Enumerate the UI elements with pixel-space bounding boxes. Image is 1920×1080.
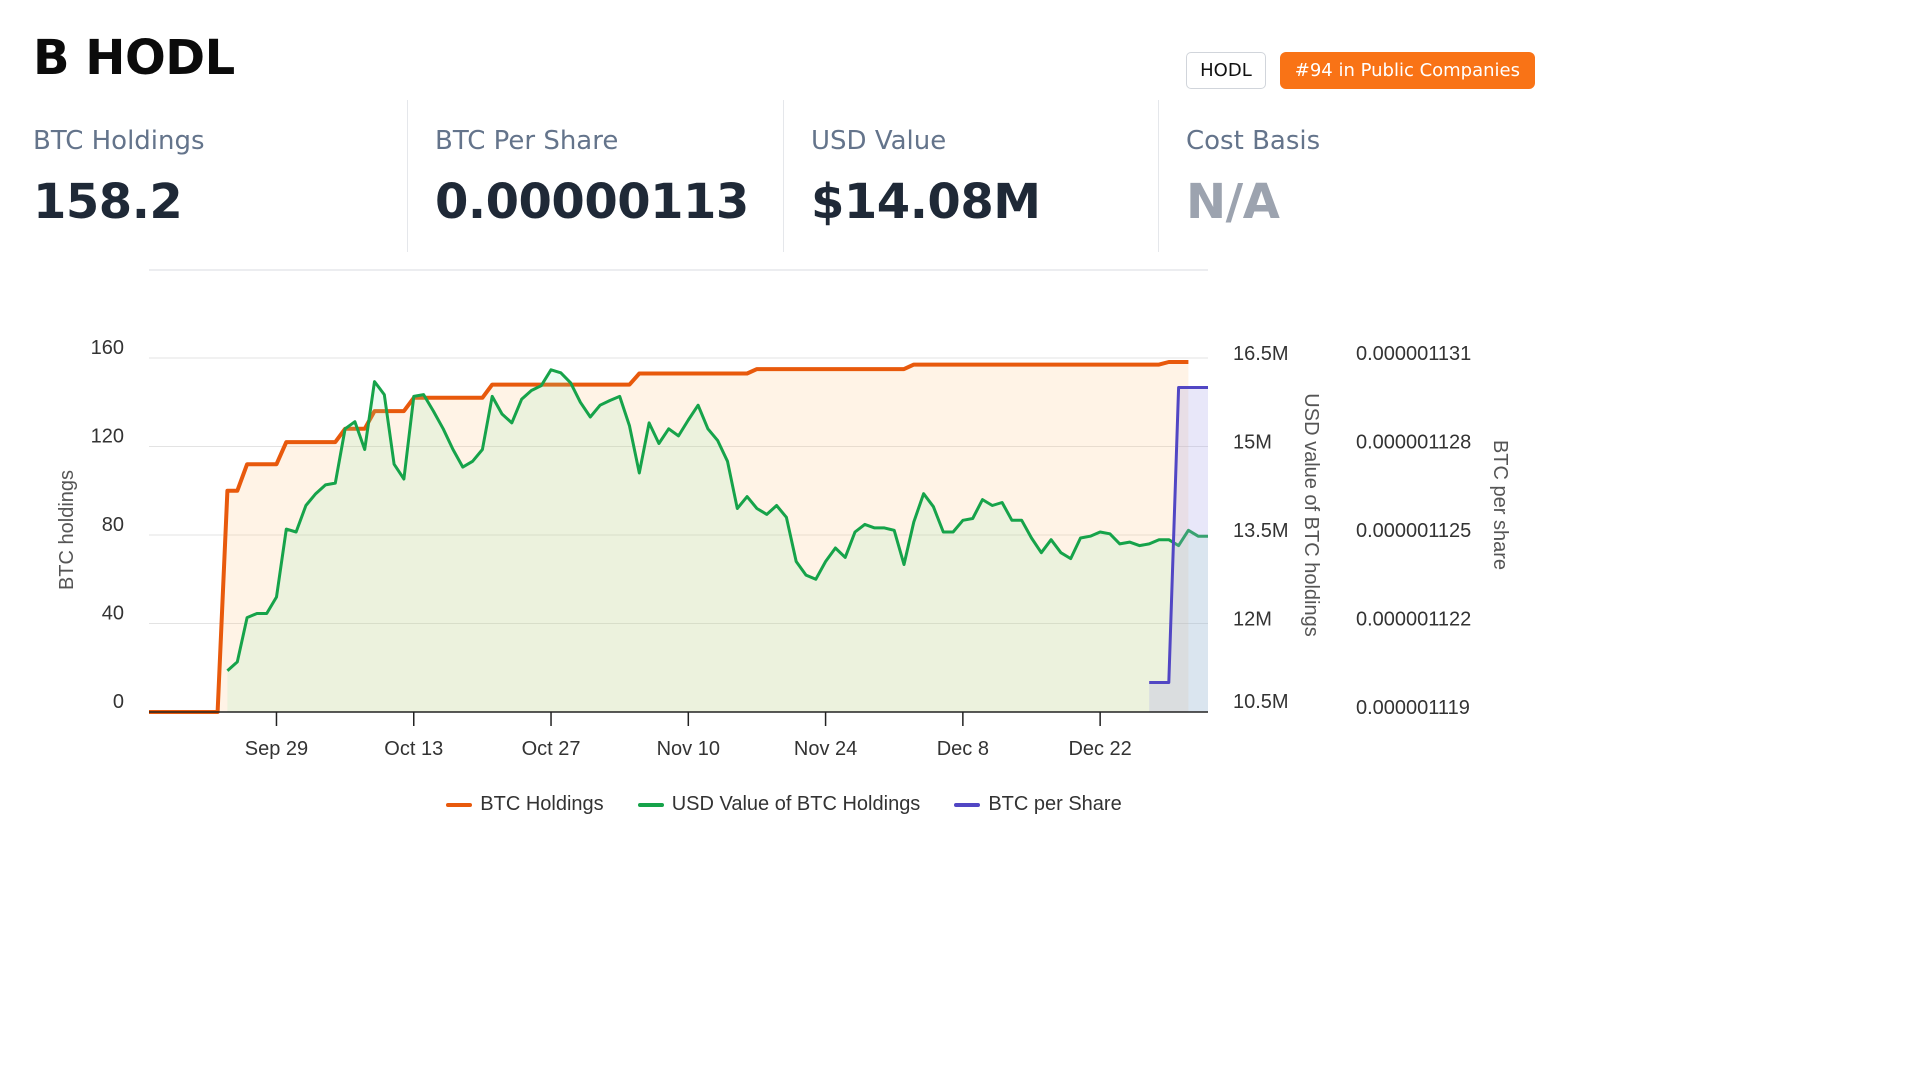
y-tick-label-right-per-share: 0.000001128 <box>1356 432 1471 454</box>
x-tick-label: Oct 13 <box>384 738 443 760</box>
y-tick-label-right-per-share: 0.000001131 <box>1356 343 1471 365</box>
legend-label: USD Value of BTC Holdings <box>671 793 921 815</box>
stat-value: N/A <box>1186 174 1280 230</box>
y-tick-label-right-usd: 10.5M <box>1233 691 1289 713</box>
y-tick-label-right-usd: 13.5M <box>1233 520 1289 542</box>
series-area-2 <box>1149 387 1208 712</box>
legend-label: BTC Holdings <box>480 793 604 815</box>
y-tick-label-right-usd: 15M <box>1233 432 1272 454</box>
series-line-0 <box>149 360 1189 714</box>
chart-legend: BTC Holdings USD Value of BTC Holdings B… <box>0 793 1568 816</box>
stat-divider <box>407 100 408 252</box>
y-tick-label-left: 160 <box>91 337 124 359</box>
company-title: B HODL <box>33 30 235 86</box>
legend-swatch <box>637 802 664 807</box>
stat-value: 158.2 <box>33 174 183 230</box>
stat-label: BTC Per Share <box>435 126 619 156</box>
rank-badge[interactable]: #94 in Public Companies <box>1279 52 1535 89</box>
stat-label: Cost Basis <box>1186 126 1321 156</box>
y-tick-label-right-per-share: 0.000001122 <box>1356 609 1471 631</box>
stat-divider <box>1158 100 1159 252</box>
series-line-2 <box>1149 386 1208 684</box>
y-tick-label-left: 40 <box>102 603 124 625</box>
x-tick-label: Sep 29 <box>245 738 308 760</box>
y-axis-title-right-per-share: BTC per share <box>1489 440 1511 570</box>
series-area-1 <box>227 369 1208 712</box>
series-area-0 <box>217 362 1189 712</box>
y-axis-title-right-usd: USD value of BTC holdings <box>1300 393 1322 636</box>
y-tick-label-right-usd: 16.5M <box>1233 343 1289 365</box>
y-tick-label-right-usd: 12M <box>1233 609 1272 631</box>
stat-divider <box>783 100 784 252</box>
y-tick-label-left: 0 <box>113 691 124 713</box>
header-badges: HODL #94 in Public Companies <box>1186 52 1535 89</box>
stat-label: BTC Holdings <box>33 126 205 156</box>
legend-item-btc-per-share[interactable]: BTC per Share <box>954 793 1122 816</box>
stat-label: USD Value <box>811 126 947 156</box>
y-axis-title-left: BTC holdings <box>56 470 78 590</box>
y-tick-label-left: 120 <box>91 426 124 448</box>
legend-swatch <box>446 802 473 807</box>
holdings-chart: 0 40 80 120 160 10.5M 12M 13.5M 15M 16.5M 0.000001… <box>56 269 1511 760</box>
legend-label: BTC per Share <box>988 793 1122 815</box>
legend-item-usd-value[interactable]: USD Value of BTC Holdings <box>637 793 921 816</box>
legend-item-btc-holdings[interactable]: BTC Holdings <box>446 793 604 816</box>
x-tick-label: Nov 10 <box>657 738 720 760</box>
x-tick-label: Dec 8 <box>937 738 989 760</box>
stat-value: 0.00000113 <box>435 174 749 230</box>
legend-swatch <box>954 802 981 807</box>
x-tick-label: Dec 22 <box>1068 738 1131 760</box>
series-line-1 <box>226 368 1208 672</box>
y-tick-label-left: 80 <box>102 514 124 536</box>
y-tick-label-right-per-share: 0.000001125 <box>1356 520 1471 542</box>
x-tick-label: Oct 27 <box>522 738 581 760</box>
y-tick-label-right-per-share: 0.000001119 <box>1356 697 1470 719</box>
stat-value: $14.08M <box>811 174 1041 230</box>
x-tick-label: Nov 24 <box>794 738 857 760</box>
stats-row: BTC Holdings 158.2 BTC Per Share 0.00000… <box>0 100 1568 252</box>
ticker-badge[interactable]: HODL <box>1186 52 1266 89</box>
